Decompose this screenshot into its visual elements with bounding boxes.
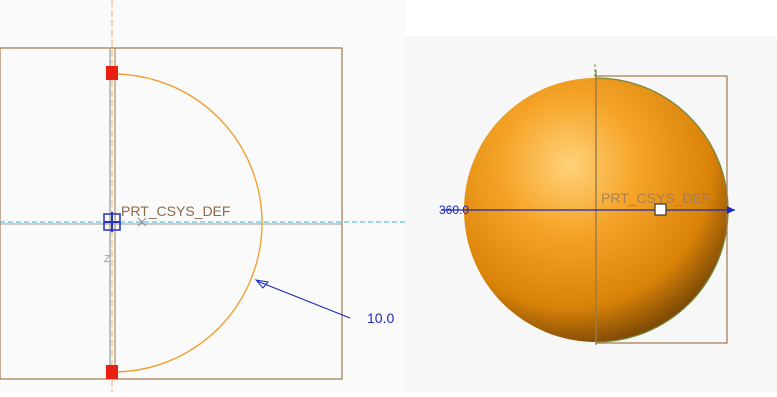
csys-icon[interactable] bbox=[103, 212, 147, 232]
radius-dimension-value[interactable]: 10.0 bbox=[367, 310, 394, 326]
z-axis-label: Z bbox=[104, 254, 110, 265]
model-canvas[interactable]: 360.0 PRT_CSYS_DEF bbox=[405, 0, 777, 392]
angle-dimension-value[interactable]: 360.0 bbox=[439, 203, 469, 217]
vertex-marker-top[interactable] bbox=[106, 66, 118, 80]
vertex-marker-bottom[interactable] bbox=[106, 365, 118, 379]
sketch-arc[interactable] bbox=[112, 73, 263, 373]
dimension-arrow-icon bbox=[254, 279, 269, 289]
model-viewport[interactable]: 360.0 PRT_CSYS_DEF bbox=[405, 0, 777, 392]
drag-handle[interactable] bbox=[654, 203, 667, 216]
sketch-canvas[interactable]: PRT_CSYS_DEF Z 10.0 bbox=[0, 0, 405, 392]
sketch-viewport[interactable]: PRT_CSYS_DEF Z 10.0 bbox=[0, 0, 405, 392]
dimension-arrow-icon bbox=[727, 206, 735, 214]
csys-label: PRT_CSYS_DEF bbox=[121, 203, 230, 219]
csys-label: PRT_CSYS_DEF bbox=[601, 190, 710, 206]
radius-dimension-leader[interactable] bbox=[256, 280, 351, 319]
sketch-frame bbox=[0, 47, 343, 380]
